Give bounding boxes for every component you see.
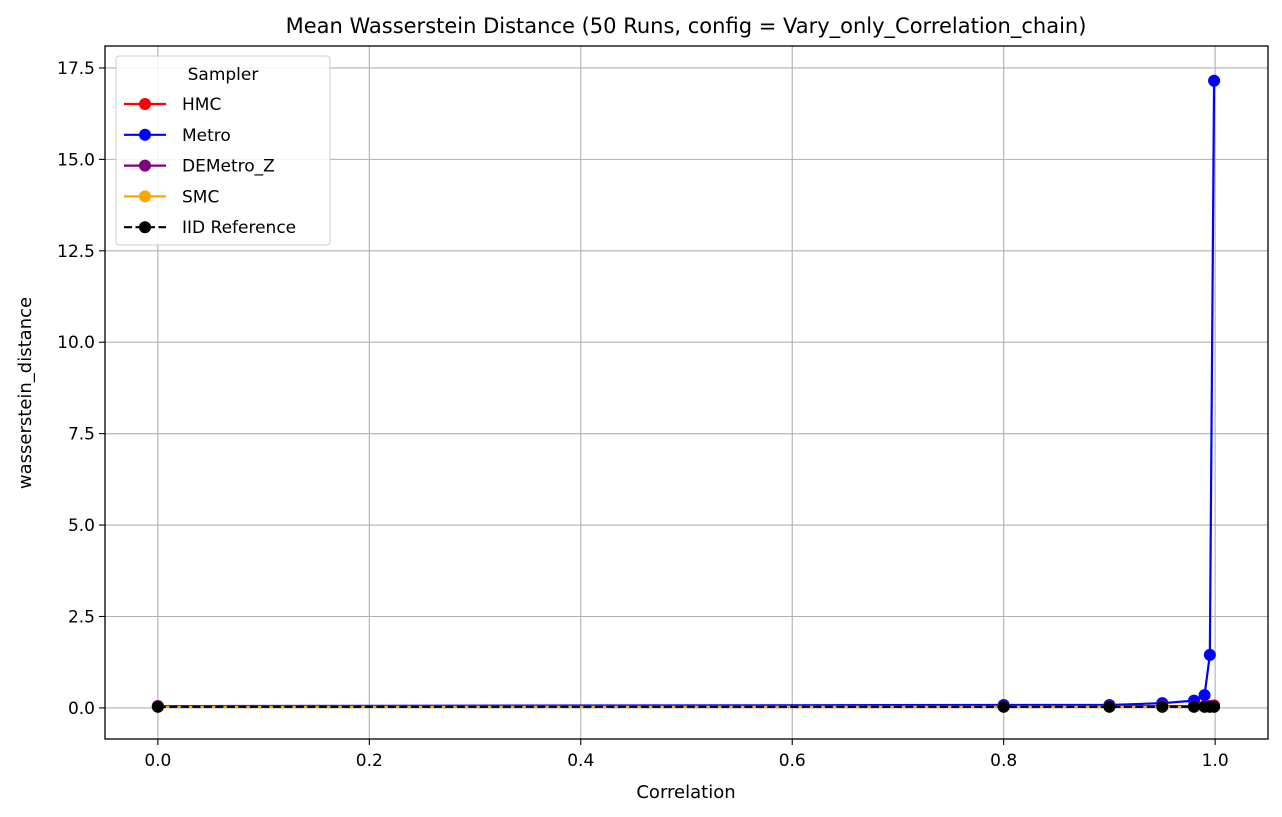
data-point-iid-reference	[1208, 700, 1221, 713]
y-tick-label: 12.5	[57, 242, 95, 262]
legend-swatch-marker-hmc	[139, 98, 151, 110]
x-tick-label: 0.4	[567, 751, 594, 771]
y-tick-label: 17.5	[57, 59, 95, 79]
data-point-metro	[1198, 689, 1211, 702]
y-tick-label: 5.0	[68, 516, 95, 536]
legend-box	[115, 55, 331, 246]
series-line-metro	[157, 80, 1216, 708]
data-point-iid-reference	[1156, 700, 1169, 713]
data-point-iid-reference	[151, 700, 164, 713]
y-tick-label: 7.5	[68, 425, 95, 445]
x-tick-label: 0.0	[144, 751, 171, 771]
data-point-metro	[1203, 648, 1216, 661]
plot-frame	[104, 45, 1269, 740]
chart-title: Mean Wasserstein Distance (50 Runs, conf…	[286, 14, 1087, 39]
legend-label-iid-reference: IID Reference	[182, 218, 296, 238]
legend-label-metro: Metro	[182, 126, 231, 146]
data-point-iid-reference	[997, 700, 1010, 713]
legend-swatch-marker-demetro-z	[139, 159, 151, 172]
y-axis: 0.0 2.5 5.0 7.5 10.0 12.5 15.0 17.5	[57, 59, 105, 719]
data-point-metro	[1208, 74, 1221, 87]
x-axis: 0.0 0.2 0.4 0.6 0.8 1.0	[144, 739, 1229, 771]
y-tick-label: 2.5	[68, 607, 95, 627]
x-tick-label: 0.6	[779, 751, 806, 771]
y-axis-label: wasserstein_distance	[15, 297, 36, 489]
data-point-iid-reference	[1187, 700, 1200, 713]
legend-swatch-marker-metro	[139, 128, 151, 141]
y-tick-label: 0.0	[68, 699, 95, 719]
y-tick-label: 15.0	[57, 150, 95, 170]
legend-title: Sampler	[188, 65, 259, 85]
x-tick-label: 0.2	[356, 751, 383, 771]
legend-label-demetro-z: DEMetro_Z	[182, 157, 275, 177]
x-tick-label: 1.0	[1202, 751, 1229, 771]
y-tick-label: 10.0	[57, 333, 95, 353]
x-axis-label: Correlation	[636, 782, 735, 803]
legend-label-smc: SMC	[182, 187, 219, 207]
series-layer	[151, 74, 1221, 713]
legend-label-hmc: HMC	[182, 95, 221, 115]
legend-swatch-marker-iid-reference	[139, 221, 151, 234]
data-point-iid-reference	[1103, 700, 1116, 713]
legend-swatch-marker-smc	[139, 190, 151, 203]
x-tick-label: 0.8	[990, 751, 1017, 771]
legend: Sampler HMC Metro DEMetro_Z SMC IID Reference	[115, 55, 331, 246]
grid	[105, 46, 1268, 739]
